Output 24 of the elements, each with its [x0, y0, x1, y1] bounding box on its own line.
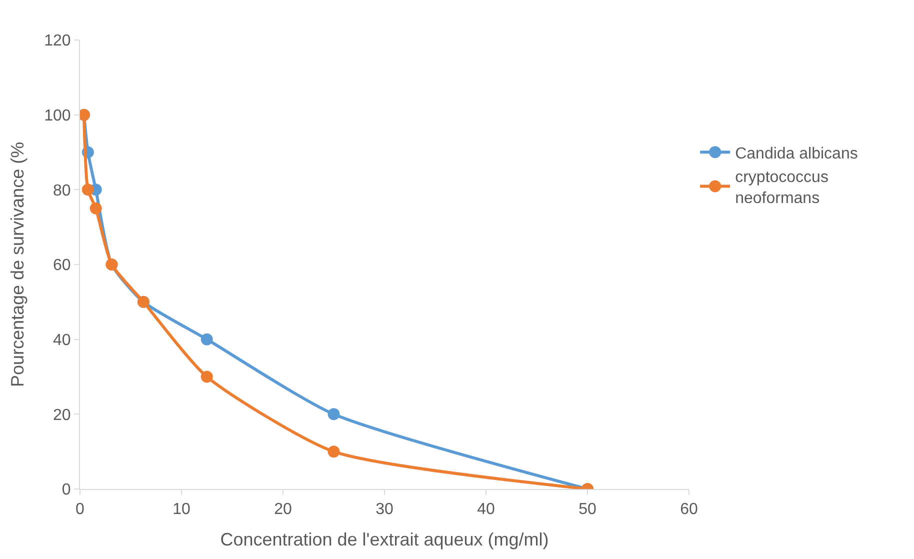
- y-tick-label: 80: [53, 182, 71, 200]
- point: [328, 446, 340, 458]
- point: [90, 202, 102, 214]
- point: [328, 408, 340, 420]
- legend-label: Candida albicans: [735, 145, 858, 162]
- x-tick-label: 40: [477, 501, 495, 518]
- x-tick-label: 60: [680, 501, 698, 518]
- y-tick-label: 40: [53, 332, 71, 349]
- y-tick-label: 100: [44, 107, 71, 124]
- point: [200, 333, 213, 346]
- x-axis-title: Concentration de l'extrait aqueux (mg/ml): [220, 529, 549, 550]
- x-tick-label: 0: [76, 501, 85, 518]
- y-tick-label: 0: [62, 482, 71, 499]
- point: [82, 184, 94, 196]
- x-tick-label: 30: [376, 501, 394, 518]
- x-tick-label: 50: [578, 501, 596, 518]
- point: [200, 370, 213, 383]
- y-tick-label: 20: [53, 406, 71, 424]
- y-axis-title: Pourcentage de survivance (%: [7, 142, 28, 388]
- y-tick-label: 120: [44, 32, 71, 50]
- x-tick-label: 20: [274, 501, 292, 518]
- x-tick-label: 10: [172, 501, 190, 518]
- legend-label: cryptococcus neoformans: [735, 169, 828, 207]
- y-tick-label: 60: [53, 257, 71, 274]
